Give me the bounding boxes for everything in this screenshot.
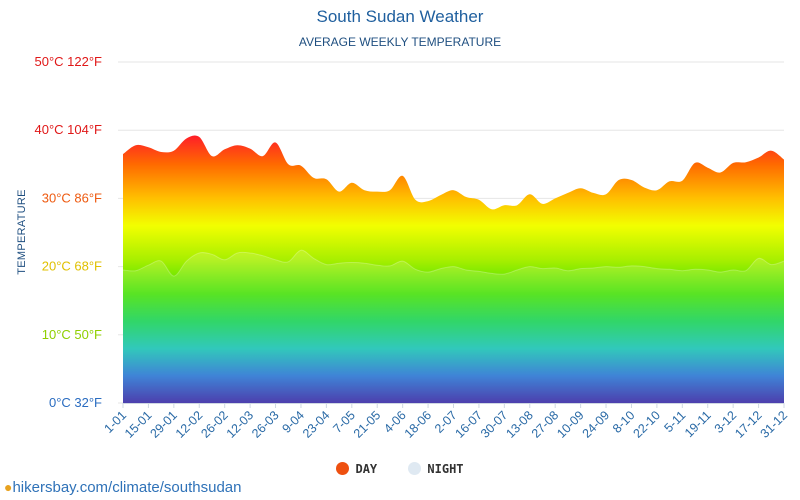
y-tick-label: 40°C 104°F (35, 122, 103, 137)
night-series-area (123, 250, 784, 403)
y-axis-label: TEMPERATURE (16, 189, 28, 275)
legend-item-night[interactable]: NIGHT (408, 462, 464, 476)
x-tick-label: 26-02 (198, 408, 231, 441)
night-series-line (122, 249, 785, 277)
x-tick-label: 27-08 (529, 408, 562, 441)
x-tick-label: 12-02 (173, 408, 206, 441)
location-pin-icon: ● (4, 479, 13, 495)
temperature-chart: 0°C 32°F 10°C 50°F 20°C 68°F 30°C 86°F 40°C … (16, 54, 791, 441)
x-tick-label: 17-12 (732, 408, 765, 441)
source-link-text: hikersbay.com/climate/southsudan (12, 479, 242, 496)
x-tick-label: 19-11 (682, 408, 714, 440)
y-tick-label: 20°C 68°F (42, 259, 102, 274)
chart-title: South Sudan Weather (316, 7, 484, 26)
legend: DAY NIGHT (0, 462, 800, 476)
source-link[interactable]: ●hikersbay.com/climate/southsudan (4, 479, 241, 496)
x-tick-label: 26-03 (249, 408, 282, 441)
x-tick-label: 29-01 (147, 408, 180, 441)
x-tick-label: 30-07 (478, 408, 511, 441)
day-series-area (123, 135, 784, 403)
x-tick-label: 22-10 (630, 408, 663, 441)
x-tick-label: 16-07 (453, 408, 486, 441)
x-tick-label: 21-05 (351, 408, 384, 441)
legend-night-swatch (408, 462, 422, 475)
x-tick-label: 12-03 (224, 408, 257, 441)
x-tick-label: 31-12 (758, 408, 791, 441)
y-tick-label: 0°C 32°F (49, 395, 102, 410)
y-tick-label: 10°C 50°F (42, 327, 102, 342)
legend-night-label: NIGHT (427, 462, 464, 476)
x-tick-label: 10-09 (554, 408, 587, 441)
x-tick-label: 23-04 (300, 408, 333, 441)
legend-day-swatch (336, 462, 350, 475)
x-tick-label: 18-06 (402, 408, 435, 441)
y-tick-label: 30°C 86°F (42, 190, 102, 205)
chart-subtitle: AVERAGE WEEKLY TEMPERATURE (298, 35, 502, 49)
x-tick-label: 13-08 (503, 408, 536, 441)
legend-item-day[interactable]: DAY (336, 462, 377, 476)
x-tick-label: 15-01 (122, 408, 155, 441)
y-tick-label: 50°C 122°F (35, 54, 103, 69)
legend-day-label: DAY (355, 462, 378, 476)
x-tick-label: 24-09 (580, 408, 613, 441)
